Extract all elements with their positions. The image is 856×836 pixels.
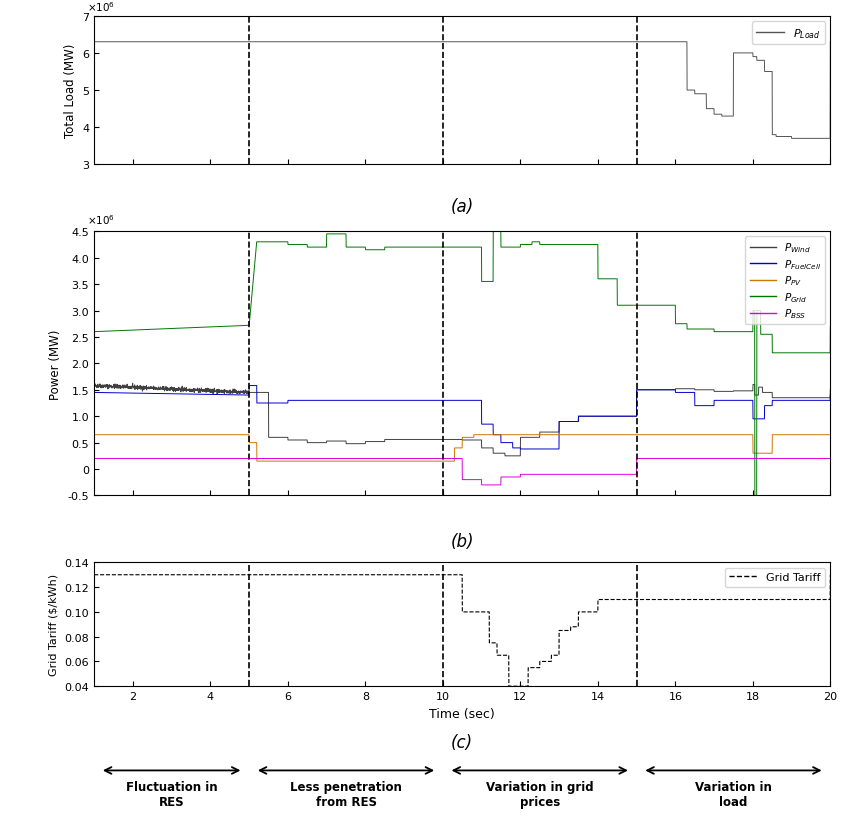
Legend: Grid Tariff: Grid Tariff: [725, 568, 825, 587]
Text: (c): (c): [451, 733, 473, 752]
Text: Less penetration
from RES: Less penetration from RES: [290, 780, 402, 808]
$P_{BSS}$: [439, 454, 449, 464]
$P_{BSS}$: [477, 481, 487, 491]
$P_{BSS}$: [766, 454, 776, 464]
$P_{Fuel Cell}$: [89, 388, 99, 398]
Y-axis label: Total Load (MW): Total Load (MW): [63, 43, 77, 138]
$P_{Wind}$: [404, 435, 414, 445]
$P_{PV}$: [252, 456, 262, 466]
$P_{Wind}$: [89, 380, 99, 390]
Legend: $P_{Wind}$, $P_{Fuel Cell}$, $P_{PV}$, $P_{Grid}$, $P_{BSS}$: $P_{Wind}$, $P_{Fuel Cell}$, $P_{PV}$, $…: [746, 237, 825, 325]
Line: $P_{PV}$: $P_{PV}$: [94, 436, 830, 461]
$P_{Wind}$: [439, 435, 449, 445]
Text: (a): (a): [450, 198, 474, 216]
$P_{Fuel Cell}$: [766, 401, 776, 411]
$P_{Fuel Cell}$: [515, 445, 526, 455]
$P_{Grid}$: [750, 491, 760, 501]
Text: $\times10^6$: $\times10^6$: [86, 0, 115, 13]
$P_{PV}$: [89, 431, 99, 441]
$P_{Wind}$: [825, 385, 835, 395]
$P_{BSS}$: [803, 454, 813, 464]
$P_{Wind}$: [128, 379, 138, 389]
$P_{PV}$: [766, 449, 776, 459]
$P_{PV}$: [399, 456, 409, 466]
$P_{BSS}$: [89, 454, 99, 464]
Text: Fluctuation in
RES: Fluctuation in RES: [126, 780, 217, 808]
Y-axis label: Power (MW): Power (MW): [49, 329, 62, 399]
$P_{Fuel Cell}$: [399, 396, 409, 406]
$P_{Fuel Cell}$: [404, 396, 414, 406]
Text: $\times10^6$: $\times10^6$: [86, 213, 115, 227]
$P_{Grid}$: [439, 242, 449, 252]
$P_{Fuel Cell}$: [825, 390, 835, 400]
$P_{Wind}$: [624, 411, 634, 421]
$P_{Fuel Cell}$: [803, 396, 813, 406]
$P_{Fuel Cell}$: [244, 381, 254, 391]
$P_{PV}$: [803, 431, 813, 441]
Text: Variation in grid
prices: Variation in grid prices: [486, 780, 593, 808]
$P_{PV}$: [825, 431, 835, 441]
$P_{BSS}$: [398, 454, 408, 464]
Line: $P_{Grid}$: $P_{Grid}$: [94, 232, 830, 496]
$P_{Grid}$: [89, 327, 99, 337]
$P_{Wind}$: [500, 451, 510, 461]
X-axis label: Time (sec): Time (sec): [430, 706, 495, 720]
$P_{Fuel Cell}$: [439, 396, 449, 406]
$P_{PV}$: [404, 456, 414, 466]
$P_{BSS}$: [624, 470, 634, 480]
Y-axis label: Grid Tariff ($/kWh): Grid Tariff ($/kWh): [49, 573, 59, 675]
$P_{Grid}$: [488, 227, 498, 237]
$P_{Wind}$: [766, 388, 776, 398]
Text: (b): (b): [450, 533, 474, 551]
$P_{Grid}$: [404, 242, 414, 252]
$P_{Grid}$: [766, 330, 776, 340]
Line: $P_{Fuel Cell}$: $P_{Fuel Cell}$: [94, 386, 830, 450]
$P_{Grid}$: [825, 322, 835, 332]
$P_{Wind}$: [399, 435, 409, 445]
$P_{Grid}$: [624, 301, 634, 311]
Line: $P_{BSS}$: $P_{BSS}$: [94, 459, 830, 486]
Text: Variation in
load: Variation in load: [695, 780, 772, 808]
$P_{Fuel Cell}$: [624, 411, 634, 421]
$P_{Grid}$: [803, 349, 813, 359]
Legend: $P_{Load}$: $P_{Load}$: [752, 23, 825, 45]
$P_{BSS}$: [825, 454, 835, 464]
Line: $P_{Wind}$: $P_{Wind}$: [94, 384, 830, 456]
$P_{PV}$: [439, 456, 449, 466]
$P_{PV}$: [624, 431, 634, 441]
$P_{BSS}$: [404, 454, 414, 464]
$P_{Grid}$: [398, 242, 408, 252]
$P_{Wind}$: [803, 393, 813, 403]
